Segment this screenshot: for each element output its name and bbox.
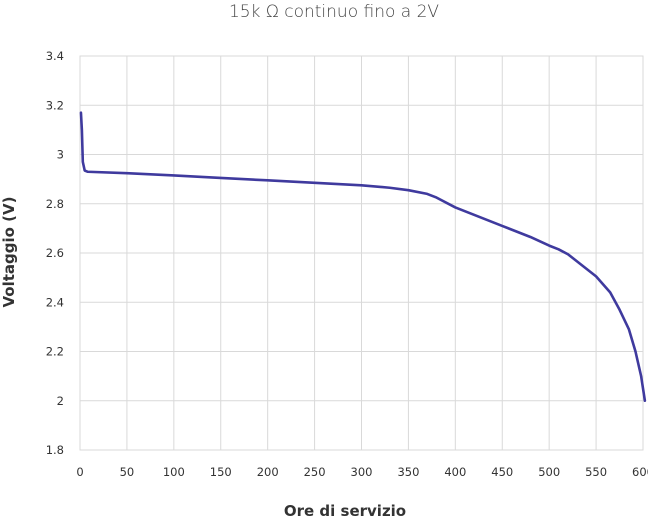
x-tick-label-5: 250 [304,465,326,479]
x-tick-label-0: 0 [76,465,83,479]
x-tick-label-12: 600 [632,465,648,479]
x-tick-label-10: 500 [538,465,560,479]
x-tick-label-9: 450 [491,465,513,479]
x-tick-label-7: 350 [397,465,419,479]
series-line-0 [79,111,647,403]
x-tick-label-4: 200 [257,465,279,479]
x-tick-label-8: 400 [444,465,466,479]
x-tick-label-1: 50 [120,465,135,479]
y-tick-label-0: 1.8 [46,443,64,457]
x-tick-label-3: 150 [210,465,232,479]
x-tick-label-11: 550 [585,465,607,479]
grid [79,55,644,451]
y-tick-label-3: 2.4 [46,295,64,309]
y-tick-label-6: 3 [57,148,64,162]
plot-frame [79,55,644,451]
chart-title: 15k Ω continuo fino a 2V [229,2,439,22]
y-axis-ticks: 1.8 2 2.2 2.4 2.6 2.8 3 3.2 3.4 [46,49,64,457]
y-tick-label-4: 2.6 [46,246,64,260]
y-tick-label-1: 2 [57,394,64,408]
x-tick-label-6: 300 [351,465,373,479]
y-tick-label-5: 2.8 [46,197,64,211]
y-tick-label-7: 3.2 [46,98,64,112]
y-tick-label-8: 3.4 [46,49,64,63]
series-layer [79,111,647,403]
y-tick-label-2: 2.2 [46,345,64,359]
x-tick-label-2: 100 [163,465,185,479]
y-axis-label: Voltaggio (V) [0,197,18,308]
x-axis-ticks: 0 50 100 150 200 250 300 350 400 450 500 550 600 [76,465,648,479]
x-axis-label: Ore di servizio [284,502,406,520]
